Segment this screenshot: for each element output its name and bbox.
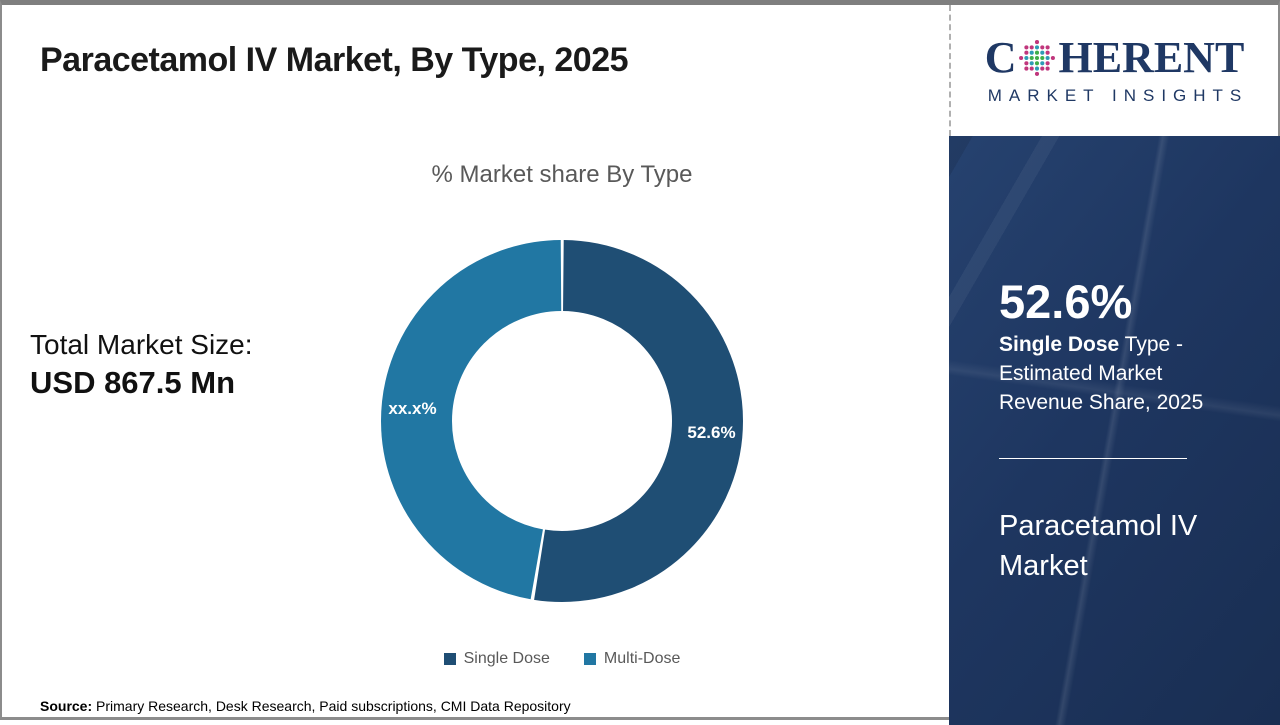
globe-dot [1040, 60, 1045, 65]
total-market-size-block: Total Market Size: USD 867.5 Mn [30, 329, 253, 401]
globe-dot [1035, 71, 1040, 76]
logo-subtitle: MARKET INSIGHTS [987, 85, 1249, 105]
globe-dot [1046, 50, 1051, 55]
globe-dot [1024, 60, 1029, 65]
coherent-logo: C HERENT [984, 32, 1245, 82]
legend-swatch-icon [583, 653, 596, 665]
sidebar-product-name: Paracetamol IV Market [999, 510, 1198, 582]
globe-dot [1046, 55, 1051, 60]
sidebar: 52.6% Single Dose Type - Estimated Marke… [949, 136, 1280, 725]
page-title: Paracetamol IV Market, By Type, 2025 [40, 41, 629, 79]
chart-legend: Single Dose Multi-Dose [332, 650, 792, 668]
globe-dot [1030, 44, 1035, 49]
globe-dot [1030, 50, 1035, 55]
source-text: Primary Research, Desk Research, Paid su… [92, 698, 571, 714]
globe-dot [1035, 66, 1040, 71]
legend-item: Multi-Dose [583, 650, 681, 668]
donut-chart: 52.6% xx.x% [372, 231, 752, 611]
source-line: Source: Primary Research, Desk Research,… [40, 698, 571, 714]
globe-dot [1030, 60, 1035, 65]
sidebar-stat-value: 52.6% [999, 275, 1133, 328]
globe-dot [1024, 44, 1029, 49]
legend-item: Single Dose [443, 650, 550, 668]
total-market-size-value: USD 867.5 Mn [30, 365, 236, 400]
donut-slice-single-dose [381, 240, 743, 602]
slice-label: xx.x% [388, 398, 437, 418]
globe-dot [1040, 44, 1045, 49]
globe-dot [1035, 60, 1040, 65]
legend-label: Single Dose [463, 650, 550, 667]
sidebar-content: 52.6% Single Dose Type - Estimated Marke… [949, 136, 1280, 725]
sidebar-stat-bold: Single Dose [999, 333, 1120, 356]
coherent-globe-icon [1019, 39, 1056, 76]
logo-word-rest: HERENT [1058, 32, 1245, 82]
globe-dot [1040, 66, 1045, 71]
sidebar-stat-rest: Type - Estimated Market Revenue Share, 2… [999, 333, 1204, 414]
legend-swatch-icon [443, 653, 456, 665]
sidebar-stat-description: Single Dose Type - Estimated Market Reve… [999, 330, 1219, 417]
globe-dot [1046, 66, 1051, 71]
total-market-size-label: Total Market Size: [30, 329, 253, 360]
globe-dot [1030, 55, 1035, 60]
globe-dot [1051, 55, 1056, 60]
globe-dot [1040, 50, 1045, 55]
globe-dot [1046, 60, 1051, 65]
globe-dot [1035, 55, 1040, 60]
globe-dot [1035, 50, 1040, 55]
logo-panel: C HERENT MARKET INSIGHTS [949, 5, 1278, 136]
globe-dot [1030, 66, 1035, 71]
globe-dot [1024, 55, 1029, 60]
donut-slice-multi-dose [381, 240, 743, 602]
globe-dot [1046, 44, 1051, 49]
globe-dot [1035, 44, 1040, 49]
legend-label: Multi-Dose [603, 650, 681, 667]
globe-dot [1019, 55, 1024, 60]
source-label: Source: [40, 698, 93, 714]
globe-dot [1024, 50, 1029, 55]
logo-letter-c: C [984, 32, 1017, 82]
chart-title: % Market share By Type [431, 161, 693, 188]
globe-dot [1040, 55, 1045, 60]
donut-chart-svg [381, 240, 743, 602]
slice-label: 52.6% [687, 423, 736, 443]
globe-dot [1024, 66, 1029, 71]
sidebar-divider [999, 458, 1187, 459]
globe-dot [1035, 39, 1040, 44]
